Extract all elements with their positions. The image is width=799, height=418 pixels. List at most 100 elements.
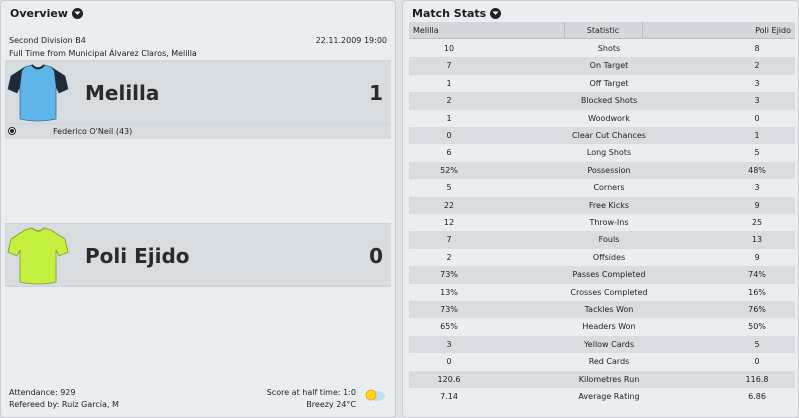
column-header-statistic[interactable]: Statistic [586, 26, 620, 35]
column-header-home[interactable]: Melilla [413, 26, 439, 35]
away-team-row[interactable]: Poli Ejido 0 [5, 223, 391, 287]
stat-away-value: 48% [748, 165, 766, 175]
table-row: 6 Long Shots 5 [409, 144, 795, 161]
stat-label: Long Shots [586, 148, 632, 158]
stat-away-value: 8 [754, 44, 760, 53]
table-row: 0 Clear Cut Chances 1 [409, 127, 795, 145]
table-row: 3 Yellow Cards 5 [409, 335, 795, 354]
stat-away-value: 13 [751, 235, 763, 245]
stat-home-value: 7 [446, 235, 452, 245]
column-divider[interactable] [564, 22, 565, 39]
stat-label: On Target [589, 61, 629, 71]
stat-away-value: 116.8 [745, 374, 769, 384]
stat-label: Kilometres Run [578, 374, 640, 384]
stat-away-value: 0 [754, 113, 760, 123]
stat-label: Free Kicks [588, 200, 630, 210]
stat-label: Corners [593, 183, 625, 193]
stat-home-value: 1 [446, 113, 452, 123]
stat-label: Headers Won [582, 322, 636, 332]
venue-label: Full Time from Municipal Álvarez Claros,… [9, 49, 197, 58]
stat-label: Passes Completed [572, 270, 646, 280]
stat-away-value: 5 [754, 339, 760, 349]
goal-scorer[interactable]: Federico O'Neil (43) [53, 127, 133, 136]
stat-away-value: 16% [748, 287, 766, 297]
column-header-away[interactable]: Poli Ejido [755, 26, 791, 35]
stat-label: Crosses Completed [570, 287, 648, 297]
table-row: 10 Shots 8 [409, 40, 795, 57]
table-row: 52% Possession 48% [409, 161, 795, 180]
stat-label: Off Target [589, 78, 629, 88]
table-row: 7.14 Average Rating 6.86 [409, 388, 795, 405]
attendance-label: Attendance: 929 [9, 388, 76, 397]
stats-table-header: Melilla Statistic Poli Ejido [409, 22, 795, 39]
stat-label: Shots [597, 44, 621, 53]
stat-away-value: 2 [754, 61, 760, 71]
stat-home-value: 0 [446, 131, 452, 140]
table-row: 7 Fouls 13 [409, 231, 795, 249]
stat-home-value: 0 [446, 357, 452, 367]
table-row: 2 Blocked Shots 3 [409, 92, 795, 110]
referee-label[interactable]: Refereed by: Ruiz García, M [9, 400, 119, 409]
stat-label: Woodwork [588, 113, 630, 123]
table-row: 13% Crosses Completed 16% [409, 284, 795, 301]
table-row: 0 Red Cards 0 [409, 353, 795, 370]
stat-label: Possession [587, 165, 631, 175]
stat-home-value: 1 [446, 78, 452, 88]
sunny-weather-icon [365, 389, 385, 401]
stat-label: Tackles Won [584, 305, 634, 314]
stat-label: Fouls [598, 235, 620, 245]
stat-label: Clear Cut Chances [572, 131, 646, 140]
table-row: 1 Off Target 3 [409, 75, 795, 92]
table-row: 7 On Target 2 [409, 57, 795, 75]
stat-home-value: 3 [446, 339, 452, 349]
stat-home-value: 65% [440, 322, 458, 332]
stat-home-value: 2 [446, 252, 452, 262]
table-row: 22 Free Kicks 9 [409, 196, 795, 214]
stat-away-value: 1 [754, 131, 760, 140]
stat-home-value: 2 [446, 96, 452, 106]
stat-home-value: 7.14 [440, 392, 458, 401]
stat-away-value: 3 [754, 183, 760, 193]
stat-away-value: 9 [754, 200, 760, 210]
stat-away-value: 3 [754, 96, 760, 106]
stat-home-value: 10 [443, 44, 455, 53]
table-row: 2 Offsides 9 [409, 249, 795, 266]
stat-away-value: 50% [748, 322, 766, 332]
stat-away-value: 5 [754, 148, 760, 158]
table-row: 73% Tackles Won 76% [409, 301, 795, 319]
table-row: 65% Headers Won 50% [409, 318, 795, 335]
stat-label: Yellow Cards [583, 339, 635, 349]
stat-home-value: 13% [440, 287, 458, 297]
table-row: 5 Corners 3 [409, 179, 795, 196]
stat-home-value: 73% [440, 305, 458, 314]
away-team-name[interactable]: Poli Ejido [85, 244, 190, 268]
stat-home-value: 52% [440, 165, 458, 175]
stat-away-value: 74% [748, 270, 766, 280]
away-team-score: 0 [369, 244, 383, 268]
competition-label: Second Division B4 [9, 36, 86, 45]
stat-home-value: 73% [440, 270, 458, 280]
stat-away-value: 9 [754, 252, 760, 262]
chevron-down-icon[interactable] [490, 7, 502, 19]
stat-away-value: 3 [754, 78, 760, 88]
overview-title: Overview [10, 6, 68, 20]
stat-away-value: 25 [751, 218, 763, 227]
stat-label: Blocked Shots [580, 96, 638, 106]
match-stats-header[interactable]: Match Stats [412, 5, 502, 21]
table-row: 120.6 Kilometres Run 116.8 [409, 370, 795, 388]
chevron-down-icon[interactable] [71, 7, 83, 19]
match-datetime: 22.11.2009 19:00 [315, 36, 387, 45]
column-divider[interactable] [642, 22, 643, 39]
overview-header[interactable]: Overview [10, 5, 83, 21]
half-time-score: Score at half time: 1:0 [266, 388, 356, 397]
stat-label: Red Cards [588, 357, 630, 367]
table-row: 1 Woodwork 0 [409, 110, 795, 127]
stat-away-value: 0 [754, 357, 760, 367]
stat-label: Throw-Ins [589, 218, 629, 227]
home-team-row[interactable]: Melilla 1 [5, 60, 391, 124]
home-team-score: 1 [369, 81, 383, 105]
home-team-name[interactable]: Melilla [85, 81, 160, 105]
stat-home-value: 6 [446, 148, 452, 158]
stat-label: Offsides [592, 252, 626, 262]
stat-home-value: 22 [443, 200, 455, 210]
